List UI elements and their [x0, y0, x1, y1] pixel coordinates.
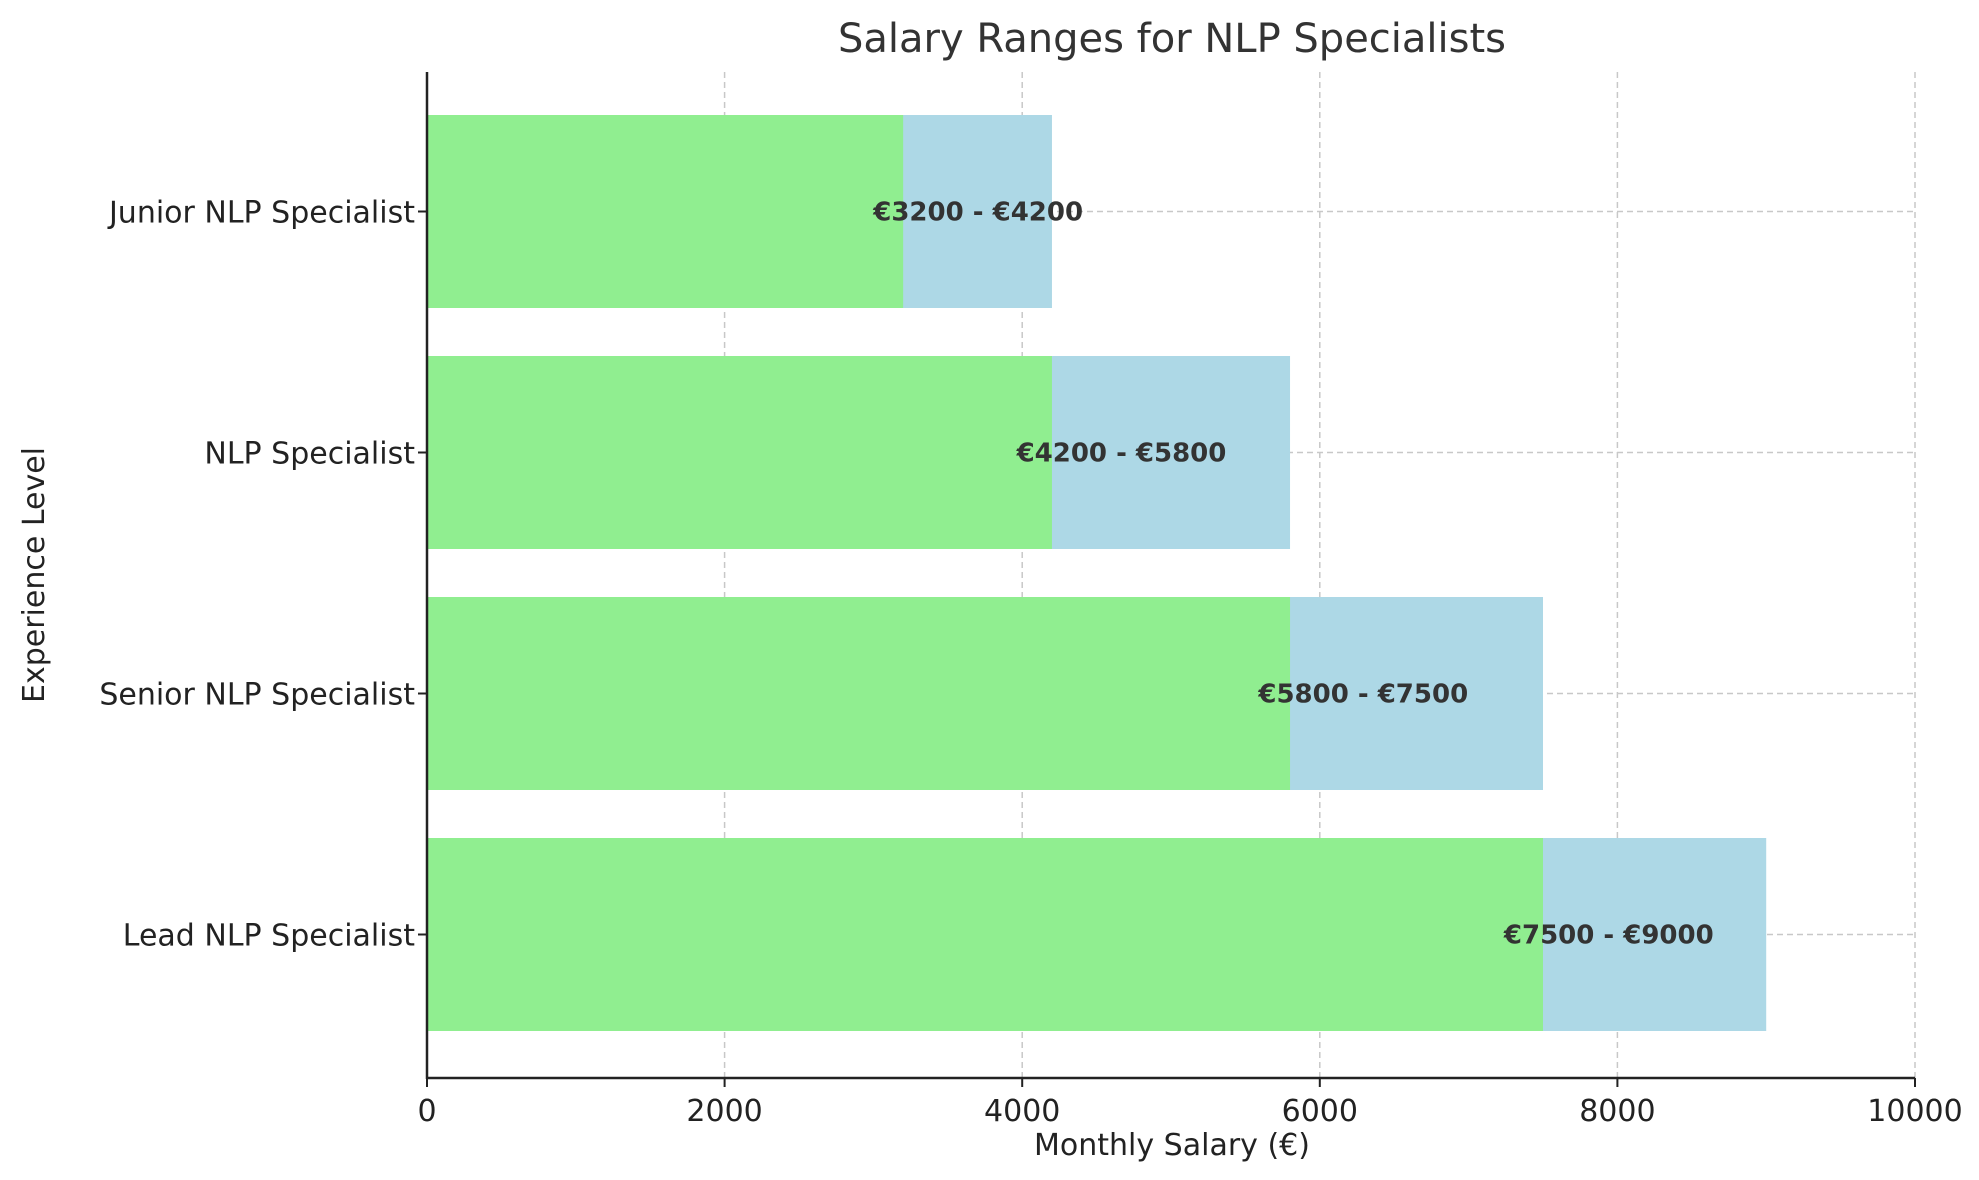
x-tick-label: 10000 [1867, 1094, 1962, 1129]
x-tick-label: 2000 [686, 1094, 762, 1129]
min-salary-bar [427, 115, 904, 308]
x-tick-label: 8000 [1579, 1094, 1655, 1129]
x-tick-label: 6000 [1282, 1094, 1358, 1129]
bars-layer [427, 115, 1767, 1031]
x-tick-label: 4000 [984, 1094, 1060, 1129]
y-tick-label: Lead NLP Specialist [123, 919, 415, 954]
y-tick-label: Senior NLP Specialist [99, 678, 415, 713]
salary-range-label: €5800 - €7500 [1257, 680, 1468, 710]
min-salary-bar [427, 838, 1543, 1031]
y-tick-label: Junior NLP Specialist [107, 196, 415, 231]
min-salary-bar [427, 597, 1291, 790]
axes-layer [418, 72, 1916, 1087]
x-tick-label: 0 [417, 1094, 436, 1129]
labels-layer: 0 2000 4000 6000 8000 10000 Junior NLP Special… [99, 196, 1962, 1130]
y-tick-label: NLP Specialist [204, 437, 415, 472]
y-axis-label: Experience Level [17, 447, 52, 703]
salary-range-label: €7500 - €9000 [1503, 921, 1714, 951]
x-axis-label: Monthly Salary (€) [1034, 1128, 1310, 1163]
chart-title: Salary Ranges for NLP Specialists [838, 16, 1506, 62]
salary-range-label: €3200 - €4200 [872, 198, 1083, 228]
min-salary-bar [427, 356, 1052, 549]
salary-range-label: €4200 - €5800 [1016, 439, 1227, 469]
